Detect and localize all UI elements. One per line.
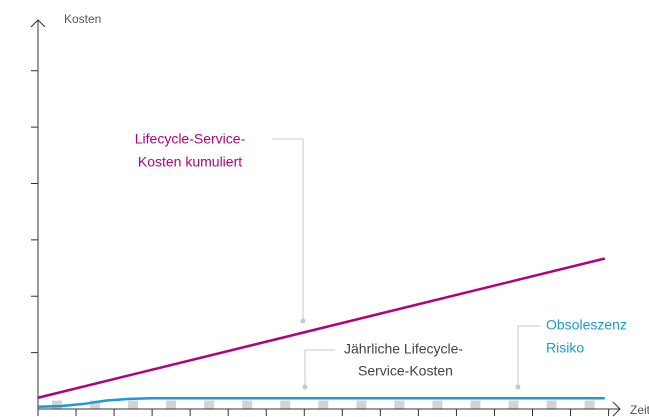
y-arrow: [30, 19, 46, 28]
leader-dot: [302, 384, 308, 390]
bar: [508, 400, 519, 409]
bar: [242, 400, 253, 409]
bar: [470, 400, 481, 409]
annotation: Lifecycle-Service-: [135, 131, 246, 147]
bar: [546, 400, 557, 409]
leader-line: [272, 138, 304, 320]
bar: [394, 400, 405, 409]
bar: [318, 400, 329, 409]
bar: [128, 400, 139, 409]
axes: [30, 19, 621, 417]
bar: [204, 400, 215, 409]
annotation: Jährliche Lifecycle-: [344, 341, 463, 357]
annotation: Kosten kumuliert: [138, 154, 242, 170]
bar: [356, 400, 367, 409]
leader-lines: [272, 138, 540, 390]
leader-line: [517, 325, 540, 386]
bar: [52, 400, 63, 409]
annotation: Service-Kosten: [358, 363, 453, 379]
bar: [166, 400, 177, 409]
bar: [584, 400, 595, 409]
annotation: Risiko: [546, 340, 584, 356]
bar: [90, 400, 101, 409]
bar: [280, 400, 291, 409]
leader-line: [304, 349, 335, 386]
line: [37, 257, 606, 399]
bar: [432, 400, 443, 409]
y-axis-label: Kosten: [64, 12, 101, 26]
leader-dot: [300, 318, 306, 324]
leader-dot: [515, 384, 521, 390]
line: [37, 397, 605, 408]
x-axis-label: Zeit: [630, 403, 649, 417]
annotation: Obsoleszenz: [546, 317, 627, 333]
x-arrow: [612, 401, 621, 417]
